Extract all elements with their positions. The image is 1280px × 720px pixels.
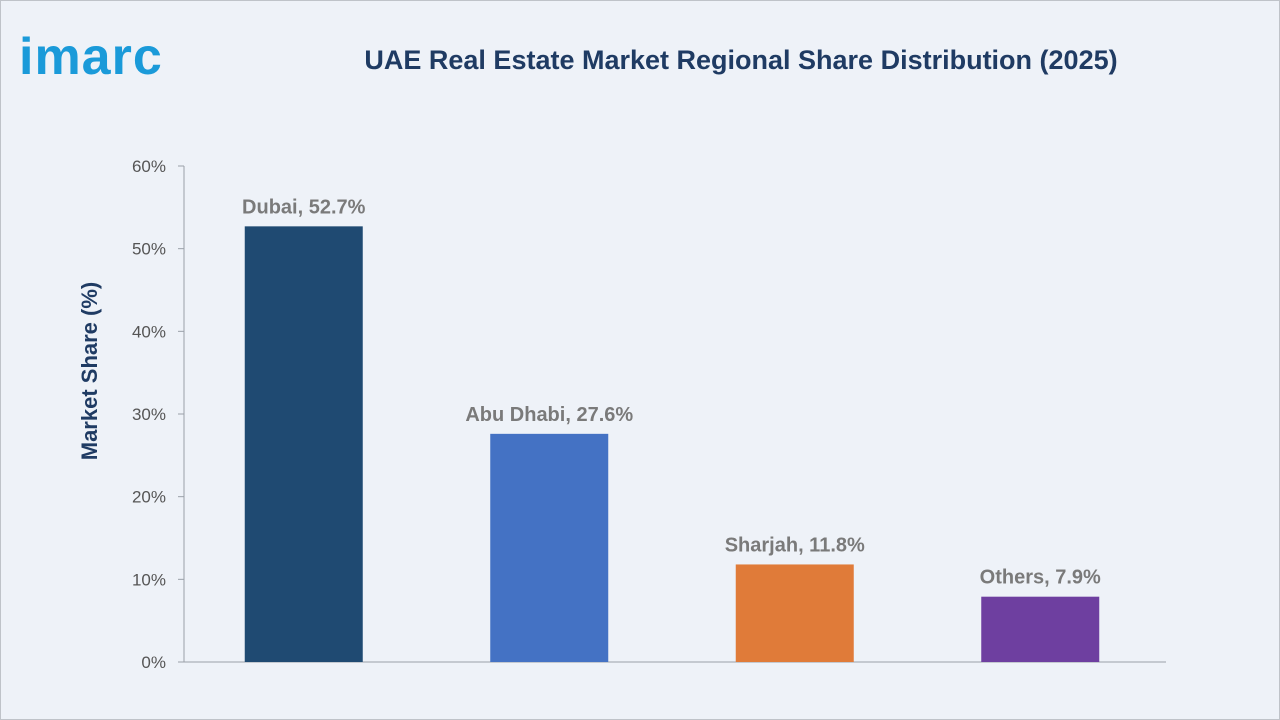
- y-tick-label: 20%: [132, 488, 166, 507]
- data-label: Dubai, 52.7%: [242, 196, 366, 218]
- bar-sharjah: [735, 564, 854, 662]
- data-label: Others, 7.9%: [980, 567, 1101, 589]
- y-tick-label: 40%: [132, 322, 166, 341]
- y-tick-label: 0%: [141, 653, 166, 672]
- bar-others: [981, 596, 1100, 662]
- imarc-logo: imarc: [19, 28, 163, 86]
- bar-abu-dhabi: [490, 433, 609, 662]
- chart-title: UAE Real Estate Market Regional Share Di…: [364, 45, 1118, 75]
- y-tick-label: 10%: [132, 570, 166, 589]
- y-tick-label: 30%: [132, 405, 166, 424]
- y-tick-label: 60%: [132, 157, 166, 176]
- bar-dubai: [244, 226, 363, 662]
- data-label: Sharjah, 11.8%: [725, 534, 865, 556]
- data-label: Abu Dhabi, 27.6%: [465, 404, 633, 426]
- y-tick-label: 50%: [132, 240, 166, 259]
